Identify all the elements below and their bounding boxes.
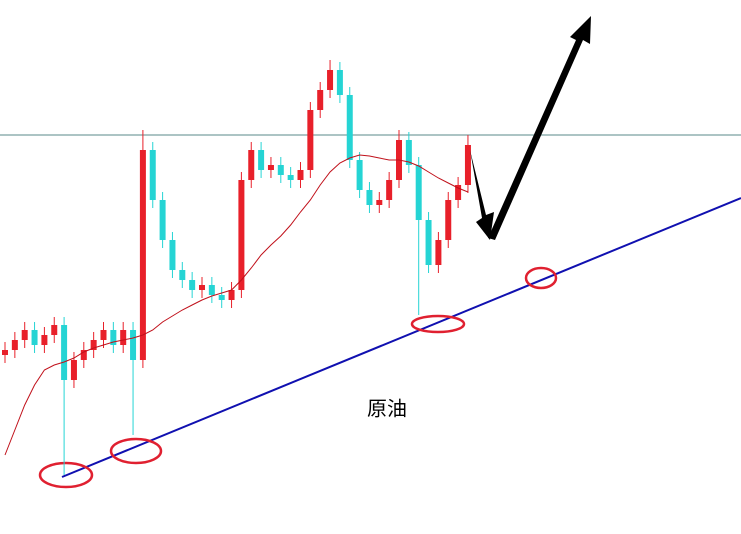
candle-body (31, 330, 38, 345)
candle-body (435, 240, 442, 265)
candle-body (415, 165, 422, 220)
candle-body (2, 350, 8, 355)
candle-body (189, 280, 196, 290)
candle-body (248, 150, 255, 180)
circle (410, 314, 466, 334)
circles (38, 266, 558, 489)
candle-body (287, 175, 294, 180)
candle-body (258, 150, 265, 170)
candle-body (120, 330, 127, 345)
circle (38, 461, 94, 489)
candle-body (405, 140, 412, 165)
candle-body (21, 330, 28, 340)
candle-body (327, 70, 334, 90)
candle-body (445, 200, 452, 240)
candle-body (100, 330, 107, 340)
circle (524, 266, 558, 290)
candle-body (425, 220, 432, 265)
candle-body (11, 340, 18, 350)
candle-body (110, 330, 117, 345)
candle-body (159, 200, 166, 240)
candle-body (238, 180, 245, 290)
candle-body (464, 145, 471, 185)
candle-body (336, 70, 343, 95)
candle-body (376, 200, 383, 205)
trend-line (61, 197, 741, 478)
candle-body (307, 110, 314, 170)
candle-body (130, 330, 137, 360)
candle-body (70, 360, 77, 380)
candle-body (317, 90, 324, 110)
candle-body (61, 325, 68, 380)
candle-body (356, 160, 363, 190)
plot (0, 60, 741, 475)
circle (109, 437, 163, 465)
candle-body (90, 340, 97, 350)
candle-body (455, 185, 462, 200)
candle-body (218, 295, 225, 300)
candle-body (169, 240, 176, 270)
candle-body (297, 170, 304, 180)
candle-body (277, 165, 284, 175)
candle-body (41, 335, 48, 345)
candle-body (346, 95, 353, 160)
candle-body (179, 270, 186, 280)
candle-body (267, 165, 274, 170)
candle-body (228, 290, 235, 300)
candle-body (149, 150, 156, 200)
candle-body (139, 150, 146, 360)
candle-body (366, 190, 373, 205)
arrow-down (470, 150, 494, 240)
arrow-up (488, 16, 591, 240)
candle-body (51, 325, 58, 335)
candle-body (386, 180, 393, 200)
label: 原油 (367, 397, 407, 421)
candle-body (199, 285, 205, 290)
candle-body (80, 350, 87, 360)
candle-body (208, 285, 215, 295)
moving-average (4, 154, 469, 456)
